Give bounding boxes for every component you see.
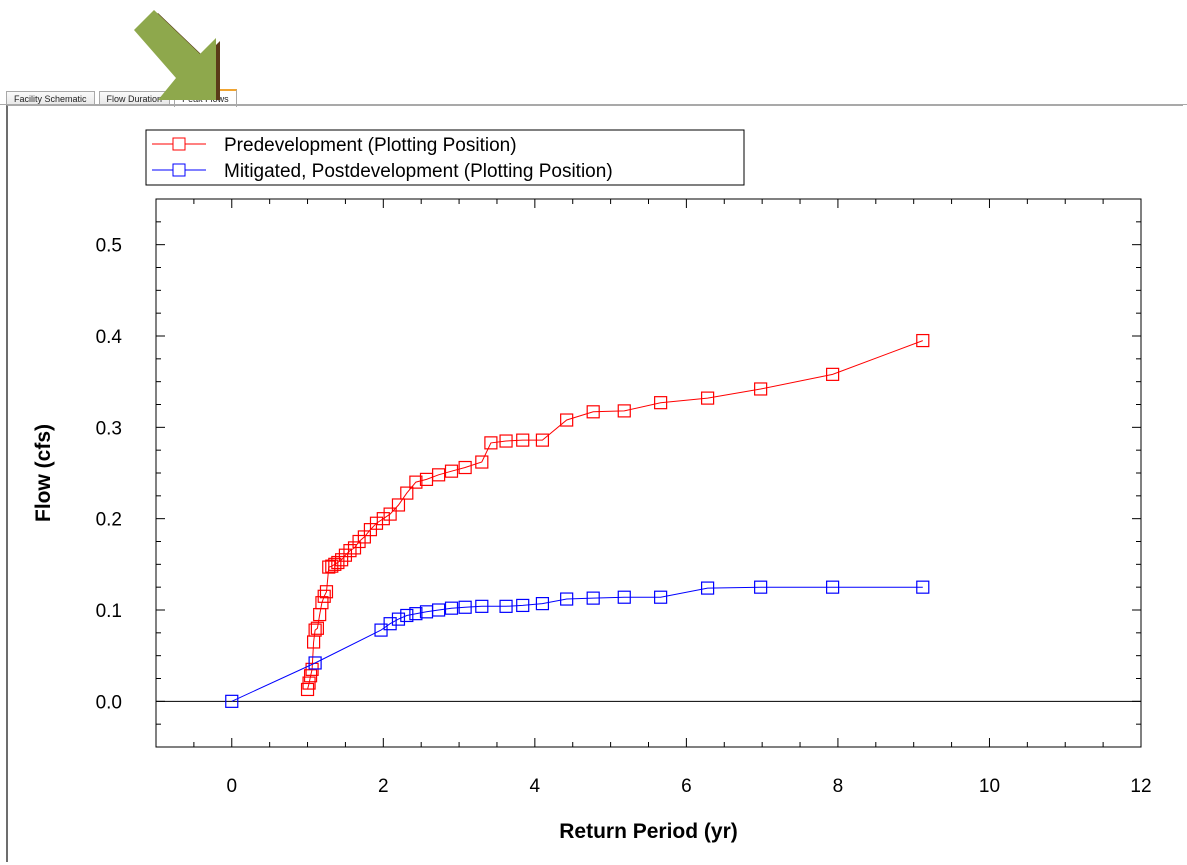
- series-1-point: [319, 585, 334, 599]
- series-2-point: [754, 580, 768, 594]
- series-2-point: [308, 656, 322, 670]
- axis-ticks: [155, 198, 1142, 748]
- series-layer: [225, 333, 930, 708]
- x-tick-label: 12: [1130, 776, 1151, 797]
- legend-marker: [172, 137, 186, 151]
- series-1-point: [499, 434, 513, 448]
- y-tick-label: 0.5: [96, 236, 122, 257]
- series-1-point: [331, 555, 345, 570]
- series-1-point: [400, 486, 414, 500]
- series-2-point: [535, 597, 550, 611]
- x-tick-label: 10: [979, 776, 1000, 797]
- legend-label: Mitigated, Postdevelopment (Plotting Pos…: [224, 161, 613, 182]
- series-2-line: [231, 586, 923, 702]
- x-tick-label: 6: [681, 776, 692, 797]
- series-2-point: [586, 591, 600, 605]
- series-1-point: [560, 413, 574, 427]
- series-1-point: [700, 391, 715, 405]
- chart-legend: Predevelopment (Plotting Position) Mitiga…: [145, 129, 745, 186]
- series-1-point: [484, 436, 498, 450]
- series-1-point: [391, 498, 406, 512]
- legend-marker: [172, 163, 186, 177]
- series-2-point: [432, 603, 446, 617]
- x-tick-label: 8: [833, 776, 844, 797]
- series-1-point: [352, 534, 366, 549]
- y-tick-label: 0.2: [96, 510, 122, 531]
- series-1-point: [458, 460, 472, 475]
- series-2-point: [444, 601, 459, 615]
- series-1-line: [307, 340, 923, 690]
- series-1-point: [302, 676, 316, 690]
- series-1-point: [475, 455, 489, 469]
- series-1-point: [409, 475, 423, 489]
- series-1-point: [754, 382, 768, 396]
- series-1-point: [535, 433, 550, 447]
- tab-facility-schematic[interactable]: Facility Schematic: [6, 91, 95, 106]
- series-1-point: [308, 623, 322, 637]
- series-1-point: [617, 404, 631, 418]
- series-1-point: [586, 405, 600, 419]
- series-2-point: [391, 612, 406, 626]
- x-tick-label: 0: [226, 776, 237, 797]
- pointer-arrow-icon: [134, 10, 220, 100]
- series-2-point: [475, 599, 489, 613]
- series-2-point: [560, 592, 574, 606]
- series-1-point: [826, 367, 840, 381]
- series-1-point: [310, 621, 324, 635]
- series-2-point: [400, 608, 414, 623]
- y-tick-label: 0.3: [96, 418, 122, 439]
- x-tick-label: 4: [530, 776, 541, 797]
- series-2-point: [654, 590, 668, 604]
- y-axis-label: Flow (cfs): [32, 424, 55, 522]
- series-2-point: [516, 598, 530, 613]
- series-1-point: [369, 516, 384, 530]
- legend-box: [145, 129, 745, 186]
- series-2-point: [409, 607, 423, 621]
- series-2-point: [916, 580, 930, 594]
- series-1-point: [516, 433, 530, 447]
- series-1-point: [335, 553, 349, 567]
- series-1-point: [444, 464, 459, 478]
- series-1-point: [916, 333, 930, 348]
- series-2-point: [700, 581, 715, 595]
- series-1-point: [343, 544, 357, 558]
- series-2-point: [383, 617, 397, 631]
- y-tick-label: 0.0: [96, 692, 122, 713]
- series-1: [300, 333, 930, 697]
- series-1-point: [317, 589, 331, 603]
- y-tick-label: 0.4: [96, 327, 123, 348]
- series-1-point: [383, 507, 397, 521]
- series-2-point: [826, 580, 840, 594]
- series-1-point: [338, 548, 353, 562]
- chart-panel-frame: [6, 105, 1183, 862]
- series-2: [225, 580, 930, 708]
- plot-area: [155, 198, 1142, 748]
- series-2-point: [617, 590, 631, 604]
- x-tick-label: 2: [378, 776, 389, 797]
- series-2-point: [225, 694, 239, 708]
- series-1-point: [654, 396, 668, 410]
- tick-labels: 0 2 4 6 8 10 12 0.0 0.1 0.2 0.3 0.4 0.5: [96, 236, 1152, 797]
- series-1-point: [432, 468, 446, 482]
- tab-strip-border: [0, 104, 1187, 105]
- legend-label: Predevelopment (Plotting Position): [224, 135, 517, 156]
- x-axis-label: Return Period (yr): [559, 820, 738, 843]
- series-1-point: [376, 512, 390, 526]
- series-2-point: [458, 600, 472, 614]
- y-tick-label: 0.1: [96, 601, 122, 622]
- series-2-point: [499, 599, 513, 613]
- series-1-point: [328, 557, 342, 571]
